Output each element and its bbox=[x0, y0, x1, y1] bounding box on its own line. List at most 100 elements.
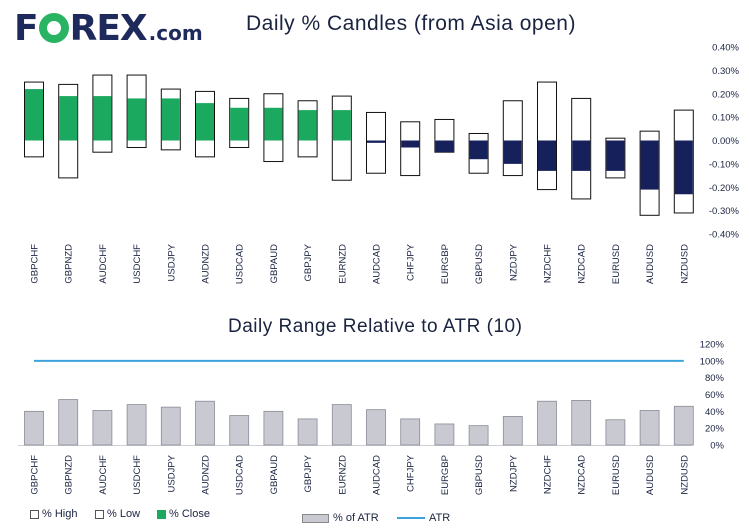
candle-range-box bbox=[400, 121, 421, 177]
legend-close: % Close bbox=[157, 508, 210, 520]
atr-x-tick-label: GBPAUD bbox=[269, 455, 280, 495]
atr-bar bbox=[126, 404, 147, 446]
atr-x-tick-label: AUDNZD bbox=[201, 455, 212, 495]
legend-atr-line-label: ATR bbox=[429, 512, 451, 524]
logo-suffix: .com bbox=[148, 21, 203, 45]
atr-bar bbox=[24, 410, 44, 446]
atr-x-tick-label: EURNZD bbox=[337, 455, 348, 495]
candle-close-bar bbox=[298, 110, 317, 141]
legend-high-label: % High bbox=[42, 508, 78, 520]
atr-y-tick-label: 80% bbox=[705, 373, 725, 384]
atr-bar bbox=[537, 400, 557, 446]
atr-y-tick-label: 60% bbox=[705, 390, 725, 401]
candle-close-bar bbox=[435, 140, 454, 153]
logo-coin-icon bbox=[38, 13, 69, 43]
legend-low-label: % Low bbox=[107, 508, 141, 520]
candle-close-bar bbox=[93, 96, 112, 141]
candle-close-bar bbox=[264, 107, 283, 141]
candle-x-tick-label: NZDCHF bbox=[543, 244, 554, 283]
candle-x-tick-label: GBPCHF bbox=[30, 244, 41, 284]
candle-x-tick-label: USDCHF bbox=[132, 244, 143, 284]
legend-atr-line-swatch bbox=[397, 517, 425, 519]
atr-bar bbox=[366, 409, 386, 446]
candle-close-bar bbox=[674, 140, 693, 195]
candle-y-tick-label: -0.30% bbox=[709, 206, 740, 217]
atr-x-tick-label: GBPCHF bbox=[30, 455, 41, 495]
candle-close-bar bbox=[59, 96, 78, 141]
atr-x-tick-label: NZDCHF bbox=[543, 455, 554, 494]
atr-y-tick-label: 0% bbox=[710, 441, 724, 452]
candle-y-tick-label: -0.20% bbox=[709, 183, 740, 194]
atr-x-tick-label: GBPJPY bbox=[303, 454, 314, 492]
candle-x-tick-label: NZDUSD bbox=[679, 244, 690, 284]
atr-x-tick-label: EURGBP bbox=[440, 455, 451, 495]
atr-y-tick-label: 40% bbox=[705, 407, 725, 418]
candle-x-tick-label: GBPNZD bbox=[64, 244, 75, 284]
candle-x-tick-label: NZDCAD bbox=[577, 244, 588, 284]
logo-letters-rex: REX bbox=[69, 8, 148, 49]
candle-y-tick-label: 0.10% bbox=[712, 113, 739, 124]
atr-bar bbox=[639, 410, 660, 446]
candle-close-bar bbox=[469, 140, 488, 160]
atr-bar bbox=[58, 399, 79, 446]
legend-low: % Low bbox=[95, 508, 140, 520]
candle-y-tick-label: -0.40% bbox=[709, 230, 740, 241]
candle-x-tick-label: EURGBP bbox=[440, 244, 451, 284]
atr-x-tick-label: USDCAD bbox=[235, 455, 246, 495]
candle-x-tick-label: CHFJPY bbox=[406, 243, 417, 281]
candle-close-bar bbox=[503, 140, 522, 164]
candle-close-bar bbox=[25, 89, 43, 141]
candle-close-bar bbox=[230, 107, 249, 141]
candle-x-tick-label: GBPAUD bbox=[269, 244, 280, 284]
atr-bar bbox=[434, 423, 455, 446]
candle-chart-title: Daily % Candles (from Asia open) bbox=[246, 12, 576, 35]
legend-high-swatch bbox=[30, 509, 39, 519]
legend-close-label: % Close bbox=[169, 508, 210, 520]
legend-close-swatch bbox=[157, 509, 166, 519]
atr-x-tick-label: NZDCAD bbox=[577, 455, 588, 495]
candle-close-bar bbox=[127, 98, 146, 141]
legend-atr-bar-label: % of ATR bbox=[333, 512, 379, 524]
atr-x-tick-label: AUDUSD bbox=[645, 455, 656, 495]
candle-x-tick-label: EURNZD bbox=[337, 244, 348, 284]
atr-x-tick-label: USDCHF bbox=[132, 455, 143, 495]
candle-x-tick-label: EURUSD bbox=[611, 244, 622, 284]
atr-bar bbox=[331, 404, 352, 446]
atr-bar bbox=[468, 425, 489, 446]
candle-x-tick-label: AUDCAD bbox=[372, 244, 383, 284]
candle-x-tick-label: GBPJPY bbox=[303, 243, 314, 281]
legend-atr-bar-swatch bbox=[302, 513, 329, 523]
atr-bar bbox=[571, 399, 592, 446]
candle-y-tick-label: 0.40% bbox=[712, 43, 739, 54]
candle-x-tick-label: GBPUSD bbox=[474, 244, 485, 284]
atr-x-tick-label: USDJPY bbox=[166, 454, 177, 492]
candle-x-tick-label: USDCAD bbox=[235, 244, 246, 284]
candle-y-tick-label: 0.00% bbox=[712, 136, 739, 147]
logo-letter-f: F bbox=[14, 8, 39, 49]
atr-chart-title: Daily Range Relative to ATR (10) bbox=[228, 316, 523, 337]
atr-bar bbox=[263, 410, 284, 446]
candle-x-tick-label: AUDCHF bbox=[98, 244, 109, 284]
atr-x-tick-label: NZDUSD bbox=[679, 455, 690, 495]
forex-logo[interactable]: F REX .com bbox=[14, 8, 203, 49]
atr-bar bbox=[673, 405, 694, 446]
atr-bar bbox=[605, 419, 626, 446]
candle-range-box bbox=[537, 81, 557, 191]
candle-x-tick-label: AUDUSD bbox=[645, 244, 656, 284]
candle-close-bar bbox=[538, 140, 556, 171]
candle-close-bar bbox=[606, 140, 625, 171]
atr-x-tick-label: GBPNZD bbox=[64, 455, 75, 495]
atr-x-tick-label: EURUSD bbox=[611, 455, 622, 495]
candle-close-bar bbox=[161, 98, 180, 141]
candle-y-tick-label: -0.10% bbox=[709, 159, 740, 170]
atr-x-tick-label: AUDCAD bbox=[372, 455, 383, 495]
atr-y-tick-label: 100% bbox=[700, 356, 725, 367]
candle-close-bar bbox=[332, 110, 351, 141]
candle-x-tick-label: NZDJPY bbox=[508, 243, 519, 281]
candle-range-box bbox=[502, 100, 523, 177]
legend-atr-bar: % of ATR bbox=[302, 512, 379, 524]
legend-high: % High bbox=[30, 508, 77, 520]
candle-close-bar bbox=[367, 140, 385, 143]
candle-close-bar bbox=[401, 140, 420, 148]
atr-x-tick-label: NZDJPY bbox=[508, 454, 519, 492]
